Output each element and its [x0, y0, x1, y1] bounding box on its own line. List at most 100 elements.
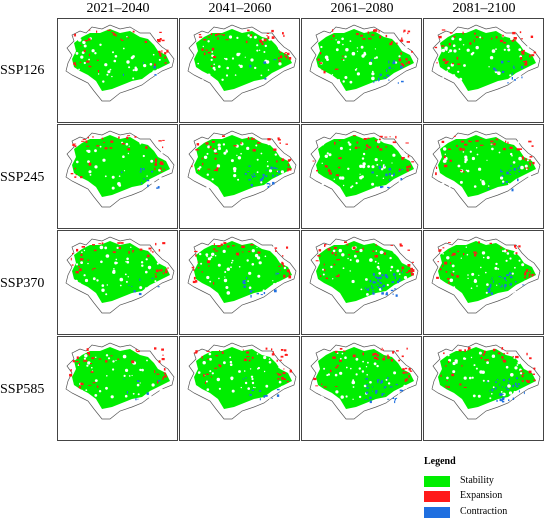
gap-patch: [489, 397, 492, 400]
gap-patch: [117, 182, 121, 186]
contraction-patch: [372, 273, 375, 276]
contraction-patch: [493, 67, 496, 70]
expansion-patch: [110, 140, 114, 143]
gap-patch: [249, 368, 252, 370]
gap-patch: [130, 246, 132, 248]
gap-patch: [473, 279, 478, 283]
gap-patch: [131, 374, 133, 377]
gap-patch: [452, 74, 456, 77]
expansion-patch: [506, 352, 509, 354]
expansion-patch: [509, 146, 513, 149]
expansion-patch: [484, 359, 486, 361]
expansion-patch: [162, 139, 165, 141]
gap-patch: [355, 357, 359, 361]
gap-patch: [206, 275, 210, 280]
gap-patch: [479, 36, 482, 39]
contraction-patch: [364, 287, 367, 289]
expansion-patch: [75, 271, 79, 274]
expansion-patch: [490, 140, 494, 143]
expansion-patch: [507, 141, 509, 144]
expansion-patch: [474, 32, 476, 35]
gap-patch: [466, 169, 470, 173]
gap-patch: [360, 175, 364, 179]
expansion-patch: [451, 272, 453, 275]
contraction-patch: [147, 184, 149, 188]
expansion-patch: [284, 52, 286, 55]
contraction-patch: [502, 400, 505, 403]
expansion-patch: [165, 270, 168, 274]
contraction-patch: [393, 172, 395, 176]
expansion-patch: [317, 58, 320, 61]
gap-patch: [137, 393, 140, 396]
expansion-patch: [78, 268, 82, 272]
gap-patch: [75, 52, 79, 55]
expansion-patch: [79, 258, 84, 261]
gap-patch: [233, 174, 237, 178]
gap-patch: [217, 146, 221, 151]
contraction-patch: [389, 386, 393, 388]
gap-patch: [500, 176, 504, 180]
expansion-patch: [112, 251, 116, 253]
gap-patch: [382, 177, 385, 179]
expansion-patch: [150, 250, 152, 252]
gap-patch: [514, 290, 517, 294]
gap-patch: [122, 155, 125, 158]
gap-patch: [491, 393, 493, 395]
gap-patch: [81, 251, 83, 253]
gap-patch: [351, 185, 354, 188]
gap-patch: [94, 165, 98, 169]
contraction-patch: [395, 383, 398, 386]
expansion-patch: [87, 136, 89, 139]
gap-patch: [99, 245, 104, 250]
gap-patch: [482, 379, 485, 382]
gap-patch: [344, 356, 347, 359]
expansion-patch: [449, 159, 452, 162]
gap-patch: [446, 256, 450, 260]
expansion-patch: [251, 356, 254, 359]
expansion-patch: [367, 31, 370, 34]
stability-area: [194, 347, 292, 409]
expansion-patch: [281, 377, 284, 380]
expansion-patch: [275, 249, 277, 252]
map-panel: [301, 18, 422, 123]
contraction-patch: [272, 174, 274, 178]
expansion-patch: [315, 260, 319, 262]
gap-patch: [440, 182, 445, 187]
expansion-patch: [98, 243, 102, 245]
expansion-patch: [213, 248, 216, 251]
gap-patch: [395, 358, 399, 362]
gap-patch: [229, 360, 233, 364]
gap-patch: [376, 364, 379, 368]
gap-patch: [203, 155, 208, 159]
gap-patch: [476, 147, 478, 149]
contraction-patch: [381, 393, 383, 396]
gap-patch: [211, 185, 213, 187]
expansion-patch: [476, 252, 478, 254]
gap-patch: [453, 396, 455, 399]
expansion-patch: [284, 354, 288, 356]
gap-patch: [528, 175, 532, 178]
map-svg: [65, 342, 175, 420]
contraction-patch: [251, 174, 253, 176]
gap-patch: [202, 361, 206, 365]
contraction-patch: [371, 386, 373, 388]
expansion-patch: [219, 364, 222, 368]
gap-patch: [251, 381, 255, 385]
gap-patch: [481, 180, 485, 184]
expansion-patch: [136, 350, 140, 353]
gap-patch: [495, 48, 497, 50]
map-svg: [309, 24, 419, 102]
gap-patch: [206, 173, 209, 176]
contraction-patch: [395, 294, 398, 297]
expansion-patch: [495, 138, 499, 141]
contraction-patch: [386, 291, 388, 295]
gap-patch: [217, 143, 221, 147]
expansion-patch: [207, 51, 211, 54]
expansion-patch: [379, 35, 382, 39]
expansion-patch: [447, 278, 450, 280]
expansion-patch: [453, 135, 456, 137]
expansion-patch: [391, 41, 393, 44]
expansion-patch: [447, 386, 450, 388]
gap-patch: [361, 370, 365, 373]
gap-patch: [511, 154, 513, 157]
